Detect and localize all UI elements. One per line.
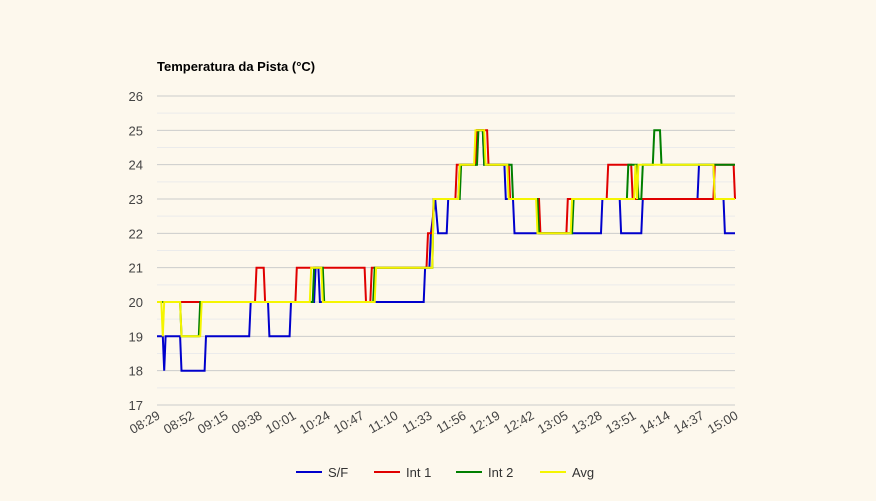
y-tick-label: 26 (129, 89, 143, 104)
x-tick-label: 13:05 (535, 408, 571, 437)
x-tick-label: 09:38 (229, 408, 265, 437)
x-tick-label: 12:42 (501, 408, 537, 437)
legend: S/F Int 1 Int 2 Avg (296, 465, 594, 480)
y-tick-label: 25 (129, 123, 143, 138)
series-line-avg (157, 129, 735, 338)
x-tick-label: 15:00 (705, 408, 741, 437)
x-tick-label: 10:01 (263, 408, 299, 437)
x-tick-label: 14:14 (637, 408, 673, 437)
legend-label: Avg (572, 465, 594, 480)
legend-label: Int 1 (406, 465, 431, 480)
series-line-int-2 (157, 129, 735, 338)
x-tick-label: 13:51 (603, 408, 639, 437)
legend-label: S/F (328, 465, 348, 480)
y-tick-label: 22 (129, 226, 143, 241)
y-axis-ticks: 17 18 19 20 21 22 23 24 25 26 (129, 89, 143, 413)
y-tick-label: 17 (129, 398, 143, 413)
y-tick-label: 18 (129, 364, 143, 379)
x-tick-label: 10:24 (297, 408, 333, 437)
grid-layer (157, 95, 735, 406)
x-tick-label: 11:33 (400, 408, 435, 437)
x-tick-label: 13:28 (569, 408, 605, 437)
y-tick-label: 24 (129, 158, 143, 173)
y-tick-label: 21 (129, 261, 143, 276)
x-tick-label: 14:37 (671, 408, 707, 437)
y-tick-label: 20 (129, 295, 143, 310)
legend-label: Int 2 (488, 465, 513, 480)
x-tick-label: 11:10 (366, 408, 401, 437)
x-tick-label: 11:56 (434, 408, 469, 437)
x-tick-label: 09:15 (195, 408, 231, 437)
y-tick-label: 23 (129, 192, 143, 207)
chart-title: Temperatura da Pista (°C) (157, 59, 315, 74)
series-layer (157, 129, 736, 372)
series-line-s-f (157, 129, 735, 372)
x-tick-label: 08:52 (161, 408, 197, 437)
x-tick-label: 10:47 (331, 408, 367, 437)
y-tick-label: 19 (129, 329, 143, 344)
x-tick-label: 12:19 (467, 408, 503, 437)
